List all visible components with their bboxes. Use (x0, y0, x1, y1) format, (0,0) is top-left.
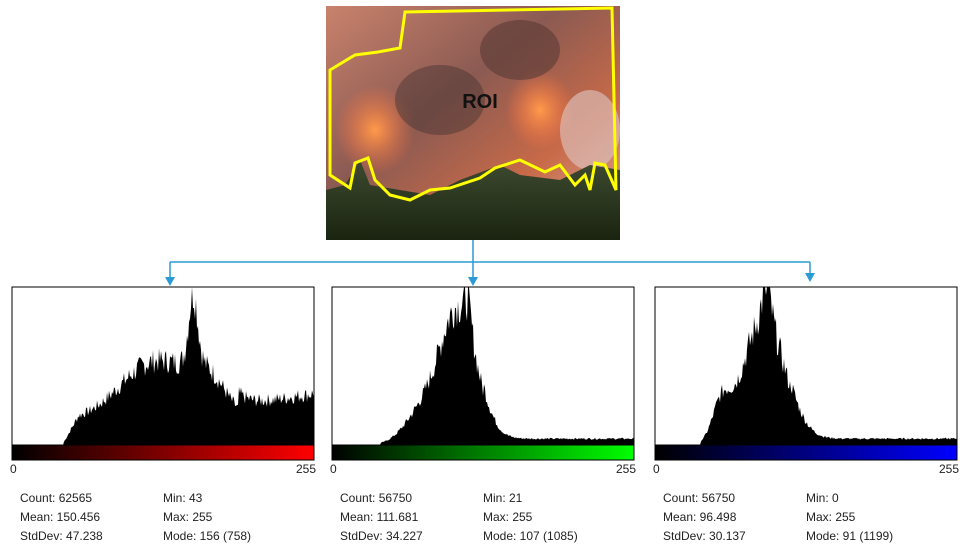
stat-min: Min: 0 (806, 491, 839, 505)
stat-mode: Mode: 91 (1199) (806, 529, 893, 543)
stat-min: Min: 43 (163, 491, 203, 505)
stat-count: Count: 62565 (20, 491, 92, 505)
stat-stddev: StdDev: 30.137 (663, 529, 746, 543)
axis-max-label: 255 (616, 462, 636, 476)
axis-max-label: 255 (939, 462, 959, 476)
color-ramp (332, 445, 634, 460)
stat-count: Count: 56750 (663, 491, 735, 505)
figure: ROI 0 255 Count: 62565 Min: 43 Mean: 150.456… (0, 0, 966, 544)
stat-mean: Mean: 111.681 (340, 510, 419, 524)
stat-min: Min: 21 (483, 491, 523, 505)
roi-label: ROI (462, 91, 498, 113)
axis-max-label: 255 (296, 462, 316, 476)
stat-stddev: StdDev: 34.227 (340, 529, 423, 543)
stat-mean: Mean: 150.456 (20, 510, 100, 524)
stat-stddev: StdDev: 47.238 (20, 529, 103, 543)
axis-min-label: 0 (10, 462, 17, 476)
stat-mean: Mean: 96.498 (663, 510, 737, 524)
stat-count: Count: 56750 (340, 491, 412, 505)
stat-mode: Mode: 107 (1085) (483, 529, 578, 543)
stat-mode: Mode: 156 (758) (163, 529, 251, 543)
arrows (165, 240, 815, 286)
color-ramp (12, 445, 314, 460)
stat-max: Max: 255 (806, 510, 856, 524)
histogram-frame (655, 287, 957, 445)
histograms: 0 255 Count: 62565 Min: 43 Mean: 150.456 Max:… (10, 287, 959, 543)
roi-photo: ROI (326, 6, 620, 240)
stat-max: Max: 255 (483, 510, 533, 524)
axis-min-label: 0 (330, 462, 337, 476)
axis-min-label: 0 (653, 462, 660, 476)
stat-max: Max: 255 (163, 510, 213, 524)
color-ramp (655, 445, 957, 460)
